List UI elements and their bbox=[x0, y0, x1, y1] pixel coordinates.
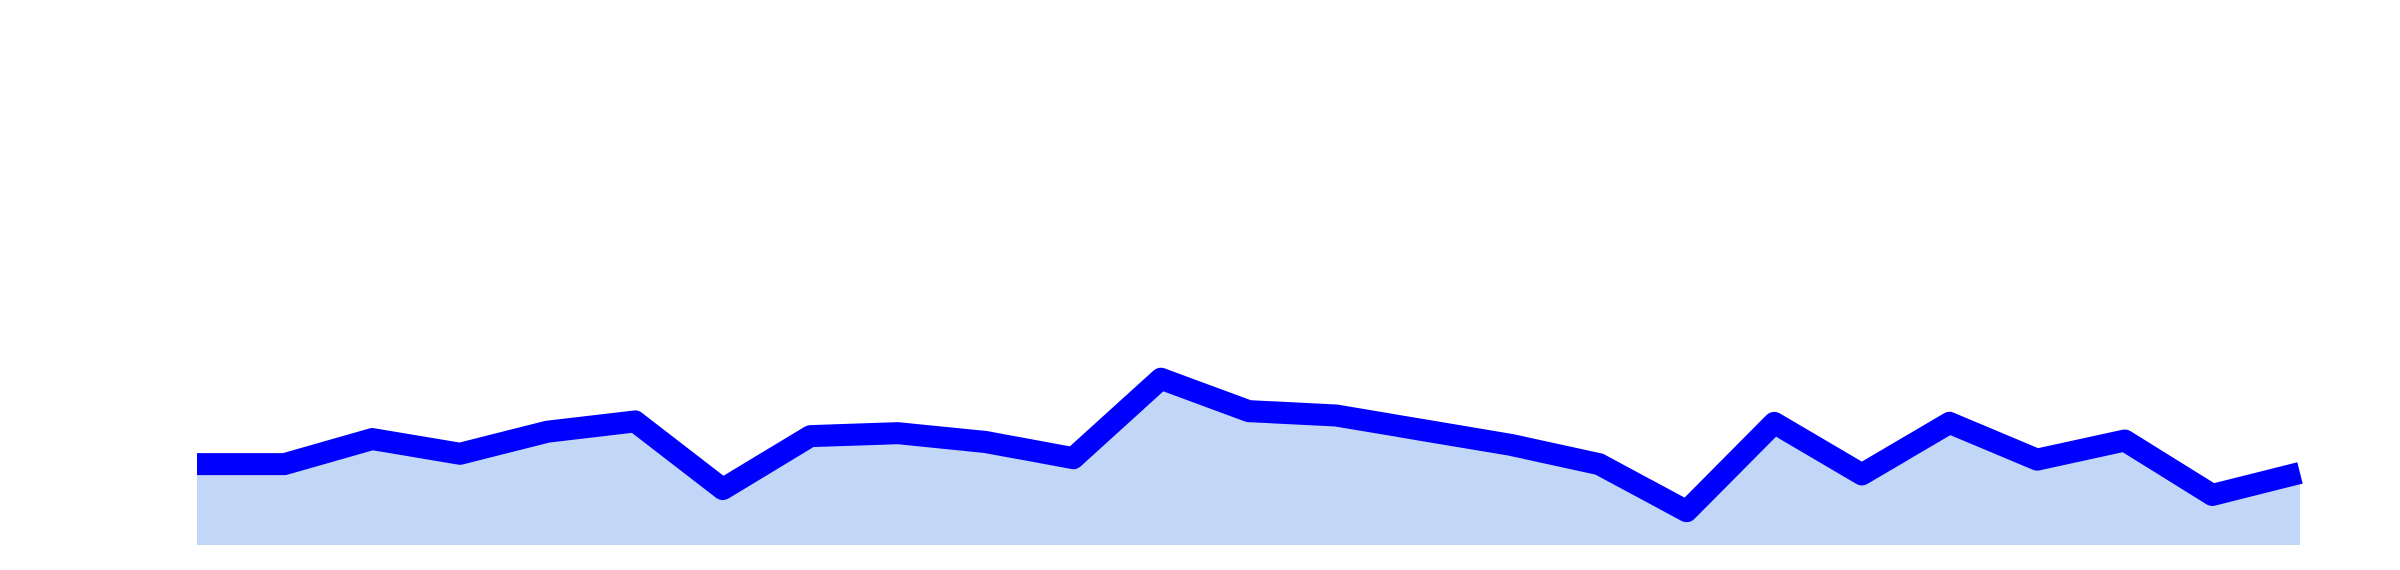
series-0-line bbox=[197, 367, 2303, 523]
area-fill-layer bbox=[197, 378, 2300, 545]
series-line-layer bbox=[197, 367, 2303, 523]
series-0-area bbox=[197, 378, 2300, 545]
